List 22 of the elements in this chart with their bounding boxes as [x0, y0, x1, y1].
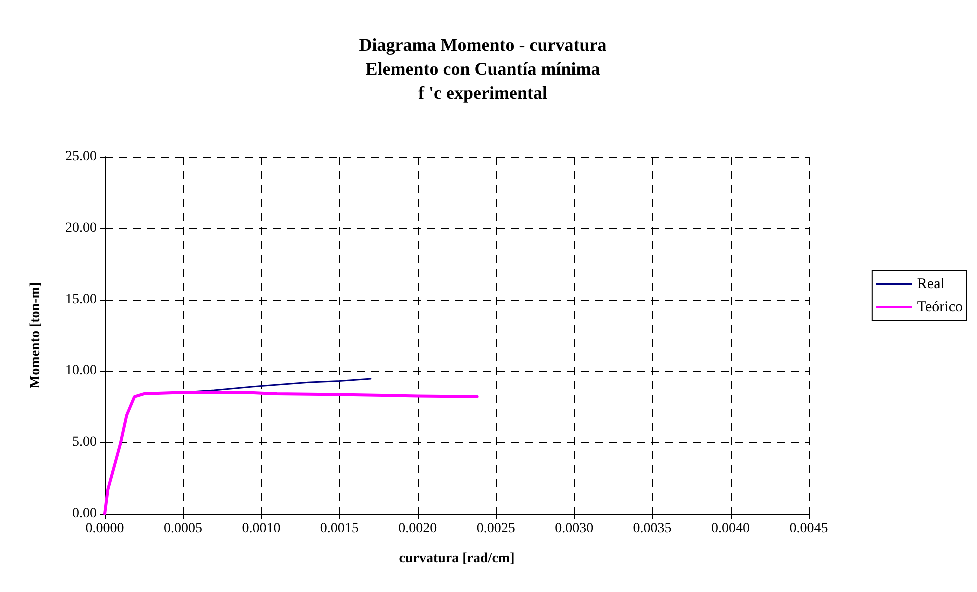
x-tick-label: 0.0045 [790, 522, 828, 536]
y-tick-label: 5.00 [72, 435, 97, 450]
y-tick-label: 25.00 [66, 150, 97, 164]
x-tick-label: 0.0025 [476, 522, 516, 536]
line-series [104, 391, 479, 516]
x-tick-label: 0.0020 [398, 522, 438, 536]
x-axis-title: curvatura [rad/cm] [399, 552, 515, 566]
y-axis-title: Momento [ton-m] [28, 282, 44, 389]
x-tick-label: 0.0000 [86, 522, 124, 536]
x-tick-label: 0.0010 [242, 522, 281, 536]
legend-label: Teórico [917, 300, 963, 316]
y-tick-label: 15.00 [66, 292, 97, 308]
x-tick-label: 0.0015 [320, 522, 359, 536]
x-tick-label: 0.0030 [555, 522, 594, 536]
chart-title: Diagrama Momento - curvatura Elemento con Cuantía mínima f 'c experimental [359, 35, 607, 103]
y-tick-label: 10.00 [66, 364, 97, 379]
y-tick-label: 20.00 [66, 220, 97, 236]
x-tick-label: 0.0035 [633, 522, 672, 536]
x-tick-label: 0.0040 [712, 522, 750, 536]
legend-label: Real [917, 276, 945, 292]
y-tick-label: 0.00 [72, 506, 97, 522]
x-tick-label: 0.0005 [164, 522, 202, 536]
